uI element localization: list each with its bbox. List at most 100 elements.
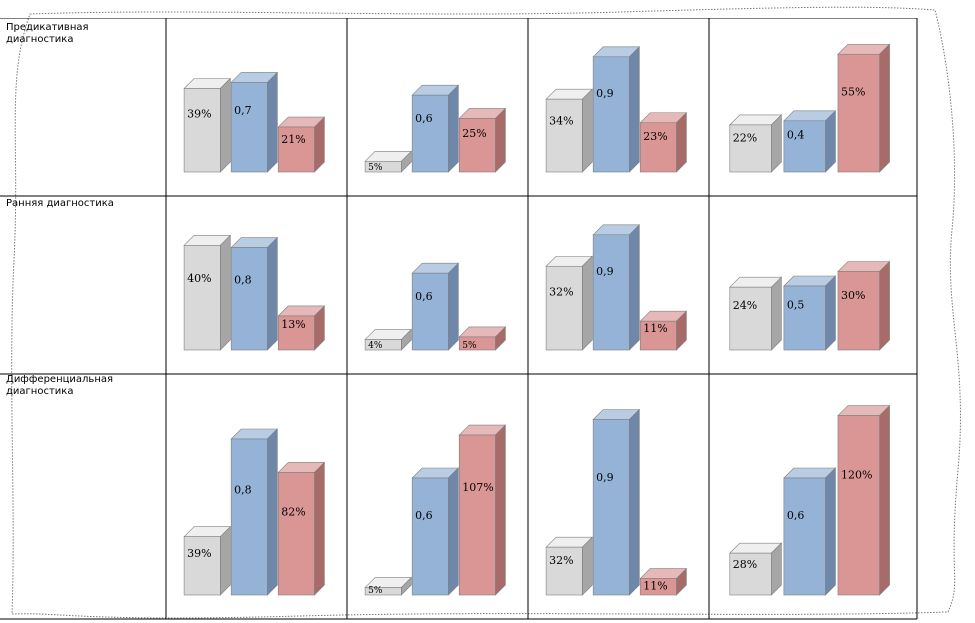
bar-side bbox=[629, 408, 640, 596]
bar-side bbox=[448, 84, 459, 173]
bar-front bbox=[729, 124, 772, 173]
bar-front bbox=[783, 477, 826, 596]
data-label: 5% bbox=[368, 586, 383, 596]
data-label: 0,5 bbox=[787, 298, 805, 311]
bar-front bbox=[545, 546, 583, 596]
blue-bar: 0,9 bbox=[592, 224, 641, 351]
red-bar: 21% bbox=[277, 116, 326, 173]
bar-side bbox=[267, 71, 278, 173]
bar-front bbox=[639, 578, 677, 596]
data-label: 0,9 bbox=[596, 87, 614, 100]
bar-front bbox=[458, 336, 496, 351]
gray-bar: 40% bbox=[183, 234, 232, 351]
bars: 39% 0,7 21% 5% 0,6 25% 34% 0,9 23% 22% 0,4 55% 40% 0,… bbox=[183, 43, 891, 596]
data-label: 23% bbox=[643, 130, 667, 143]
bar-front bbox=[364, 587, 402, 596]
data-label: 25% bbox=[462, 127, 486, 140]
data-label: 28% bbox=[733, 558, 757, 571]
bar-side bbox=[495, 424, 506, 596]
bar-side bbox=[771, 276, 782, 351]
bar-front bbox=[411, 477, 449, 596]
blue-bar: 0,8 bbox=[230, 428, 279, 596]
red-bar: 23% bbox=[639, 112, 688, 173]
bar-side bbox=[220, 525, 231, 596]
data-label: 0,6 bbox=[415, 509, 433, 522]
bar-side bbox=[629, 46, 640, 173]
bar-side bbox=[825, 467, 836, 596]
gray-bar: 32% bbox=[545, 536, 594, 596]
blue-bar: 0,5 bbox=[783, 275, 837, 351]
data-label: 55% bbox=[841, 85, 865, 98]
bar-front bbox=[230, 247, 268, 351]
blue-bar: 0,7 bbox=[230, 71, 279, 173]
data-label: 82% bbox=[281, 505, 305, 518]
data-label: 5% bbox=[462, 341, 477, 351]
red-bar: 55% bbox=[837, 43, 891, 173]
bar-side bbox=[879, 260, 890, 351]
data-label: 39% bbox=[187, 108, 211, 121]
bar-side bbox=[825, 275, 836, 351]
bar-front bbox=[364, 339, 402, 351]
blue-bar: 0,4 bbox=[783, 110, 837, 173]
data-label: 120% bbox=[841, 468, 872, 481]
bar-side bbox=[581, 88, 593, 173]
data-label: 0,4 bbox=[787, 129, 805, 142]
data-label: 0,6 bbox=[415, 112, 433, 125]
bar-front bbox=[183, 536, 221, 596]
blue-bar: 0,8 bbox=[230, 236, 279, 351]
gray-bar: 39% bbox=[183, 525, 232, 596]
gray-bar: 28% bbox=[729, 542, 783, 596]
red-bar: 30% bbox=[837, 260, 891, 351]
data-label: 0,8 bbox=[234, 273, 252, 286]
bar-side bbox=[676, 112, 687, 173]
bar-front bbox=[592, 234, 630, 351]
data-label: 13% bbox=[281, 318, 305, 331]
red-bar: 25% bbox=[458, 107, 507, 173]
red-bar: 107% bbox=[458, 424, 507, 596]
bar-front bbox=[458, 434, 496, 596]
data-label: 5% bbox=[368, 163, 383, 173]
red-bar: 11% bbox=[639, 567, 688, 596]
bar-front bbox=[837, 415, 880, 596]
blue-bar: 0,9 bbox=[592, 46, 641, 173]
data-label: 0,6 bbox=[787, 509, 805, 522]
data-label: 39% bbox=[187, 547, 211, 560]
data-label: 11% bbox=[643, 580, 667, 593]
gray-bar: 5% bbox=[364, 576, 413, 596]
bar-front bbox=[639, 122, 677, 173]
data-label: 0,9 bbox=[596, 471, 614, 484]
bar-side bbox=[879, 43, 890, 173]
bar-side bbox=[879, 404, 890, 596]
data-label: 21% bbox=[281, 133, 305, 146]
data-label: 40% bbox=[187, 272, 211, 285]
bar-front bbox=[364, 160, 402, 173]
blue-bar: 0,6 bbox=[411, 467, 460, 596]
bar-front bbox=[545, 265, 583, 351]
bar-front bbox=[729, 286, 772, 351]
gray-bar: 24% bbox=[729, 276, 783, 351]
bar-front bbox=[411, 94, 449, 173]
blue-bar: 0,6 bbox=[411, 262, 460, 351]
chart-grid: 39% 0,7 21% 5% 0,6 25% 34% 0,9 23% 22% 0,4 55% 40% 0,… bbox=[0, 18, 918, 620]
bar-front bbox=[592, 419, 630, 596]
bar-front bbox=[183, 245, 221, 351]
blue-bar: 0,6 bbox=[783, 467, 837, 596]
bar-side bbox=[581, 255, 593, 351]
bar-front bbox=[230, 438, 268, 596]
bar-front bbox=[277, 472, 315, 596]
bar-front bbox=[230, 82, 268, 173]
bar-front bbox=[837, 271, 880, 351]
data-label: 22% bbox=[733, 131, 757, 144]
bar-front bbox=[183, 88, 221, 173]
data-label: 0,9 bbox=[596, 265, 614, 278]
bar-side bbox=[220, 234, 231, 351]
data-label: 30% bbox=[841, 289, 865, 302]
red-bar: 5% bbox=[458, 326, 507, 351]
bar-side bbox=[629, 224, 640, 351]
data-label: 32% bbox=[549, 554, 573, 567]
bar-side bbox=[581, 536, 593, 596]
bar-side bbox=[314, 116, 325, 173]
gray-bar: 5% bbox=[364, 150, 413, 173]
red-bar: 82% bbox=[277, 461, 326, 596]
